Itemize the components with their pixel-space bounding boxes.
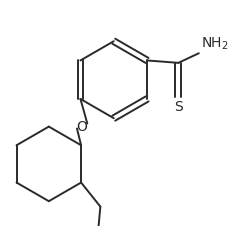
Text: S: S — [174, 100, 183, 114]
Text: O: O — [76, 120, 87, 134]
Text: NH$_2$: NH$_2$ — [201, 36, 229, 52]
